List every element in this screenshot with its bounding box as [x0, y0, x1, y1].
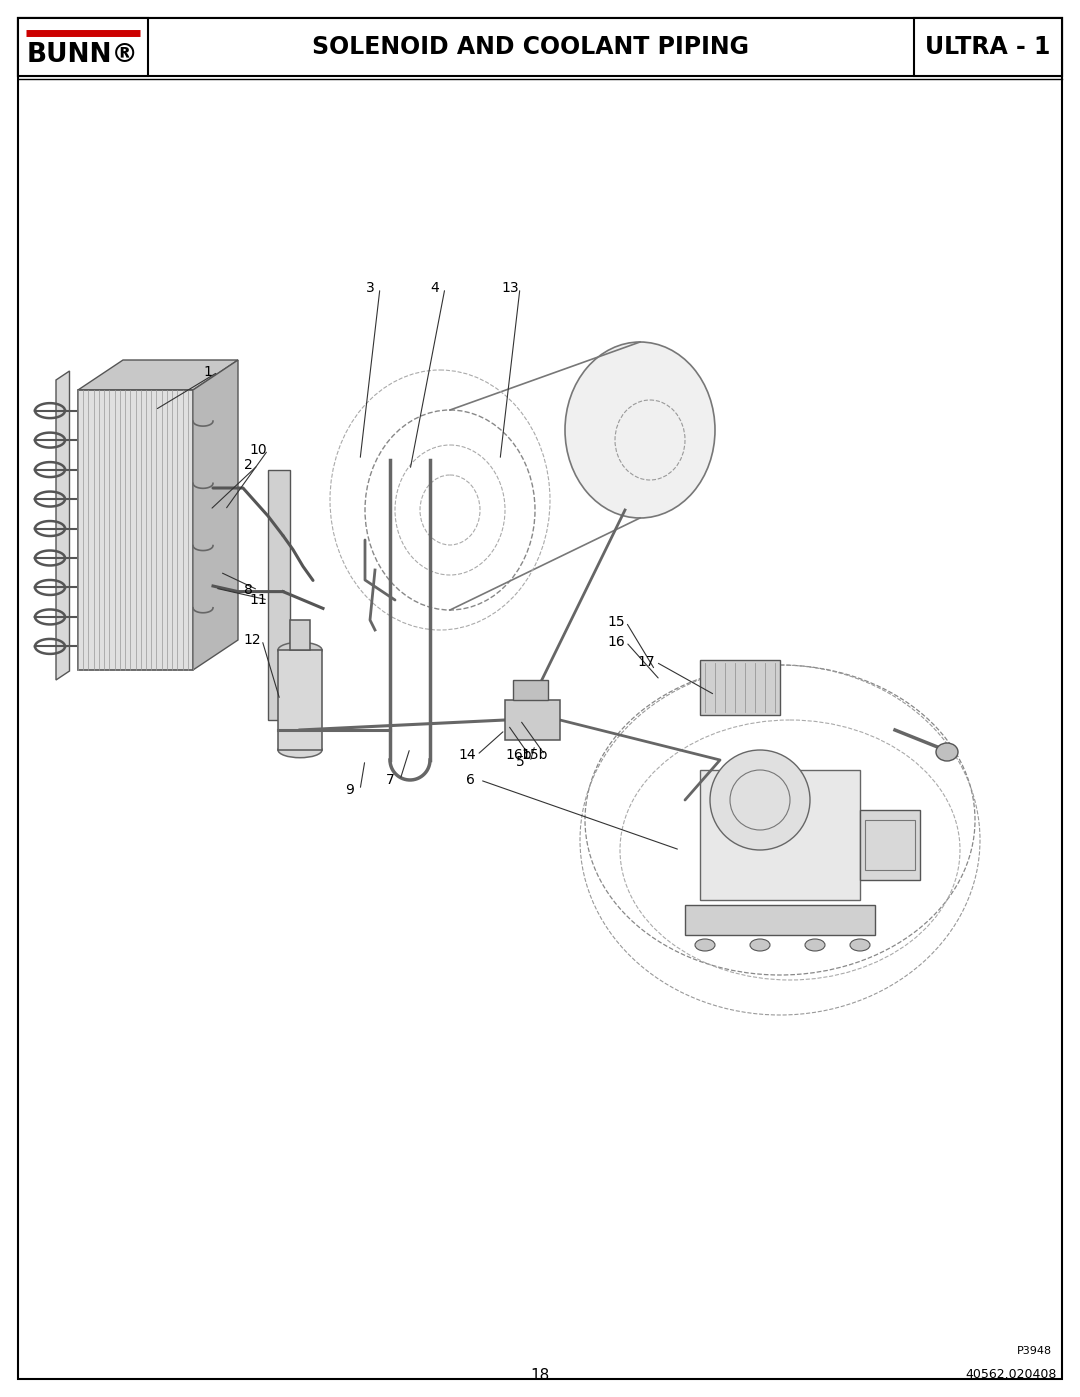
Text: 15: 15	[607, 615, 625, 629]
Text: 18: 18	[530, 1368, 550, 1383]
Bar	[278, 650, 322, 750]
Bar	[860, 810, 920, 880]
Text: 10: 10	[249, 443, 267, 457]
Text: 1: 1	[203, 365, 213, 379]
Ellipse shape	[750, 939, 770, 951]
Ellipse shape	[850, 939, 870, 951]
Bar	[914, 18, 1062, 75]
Polygon shape	[78, 360, 238, 390]
Text: 14: 14	[458, 747, 476, 761]
Text: ULTRA - 1: ULTRA - 1	[926, 35, 1051, 59]
Polygon shape	[56, 372, 69, 680]
Text: 3: 3	[366, 281, 375, 295]
Text: 17: 17	[637, 655, 654, 669]
Text: 6: 6	[465, 773, 474, 787]
Text: 12: 12	[243, 633, 260, 647]
Ellipse shape	[565, 342, 715, 518]
Text: 15b: 15b	[522, 747, 549, 761]
Text: 8: 8	[244, 583, 253, 597]
Bar	[685, 905, 875, 935]
Bar	[18, 18, 1062, 75]
Text: SOLENOID AND COOLANT PIPING: SOLENOID AND COOLANT PIPING	[312, 35, 750, 59]
Bar	[18, 18, 148, 75]
Bar	[865, 820, 915, 870]
Circle shape	[710, 750, 810, 849]
Bar	[513, 680, 548, 700]
Text: 5: 5	[515, 754, 525, 768]
Ellipse shape	[936, 743, 958, 761]
Text: 16b: 16b	[505, 747, 532, 761]
Text: 9: 9	[346, 782, 354, 798]
Text: 7: 7	[386, 773, 394, 787]
Text: 40562.020408: 40562.020408	[966, 1369, 1057, 1382]
Text: BUNN®: BUNN®	[27, 42, 139, 68]
Ellipse shape	[696, 939, 715, 951]
Text: P3948: P3948	[1017, 1345, 1052, 1356]
Bar	[700, 659, 780, 715]
Ellipse shape	[278, 643, 322, 658]
Polygon shape	[193, 360, 238, 671]
Text: 13: 13	[501, 281, 518, 295]
Bar	[505, 700, 561, 740]
Ellipse shape	[805, 939, 825, 951]
Ellipse shape	[278, 742, 322, 757]
Bar	[78, 390, 193, 671]
Text: 2: 2	[244, 458, 253, 472]
Bar	[700, 770, 860, 900]
Bar	[291, 620, 310, 650]
Bar	[268, 469, 291, 719]
Text: 11: 11	[249, 592, 267, 608]
Text: 4: 4	[431, 281, 440, 295]
Text: 16: 16	[607, 636, 625, 650]
